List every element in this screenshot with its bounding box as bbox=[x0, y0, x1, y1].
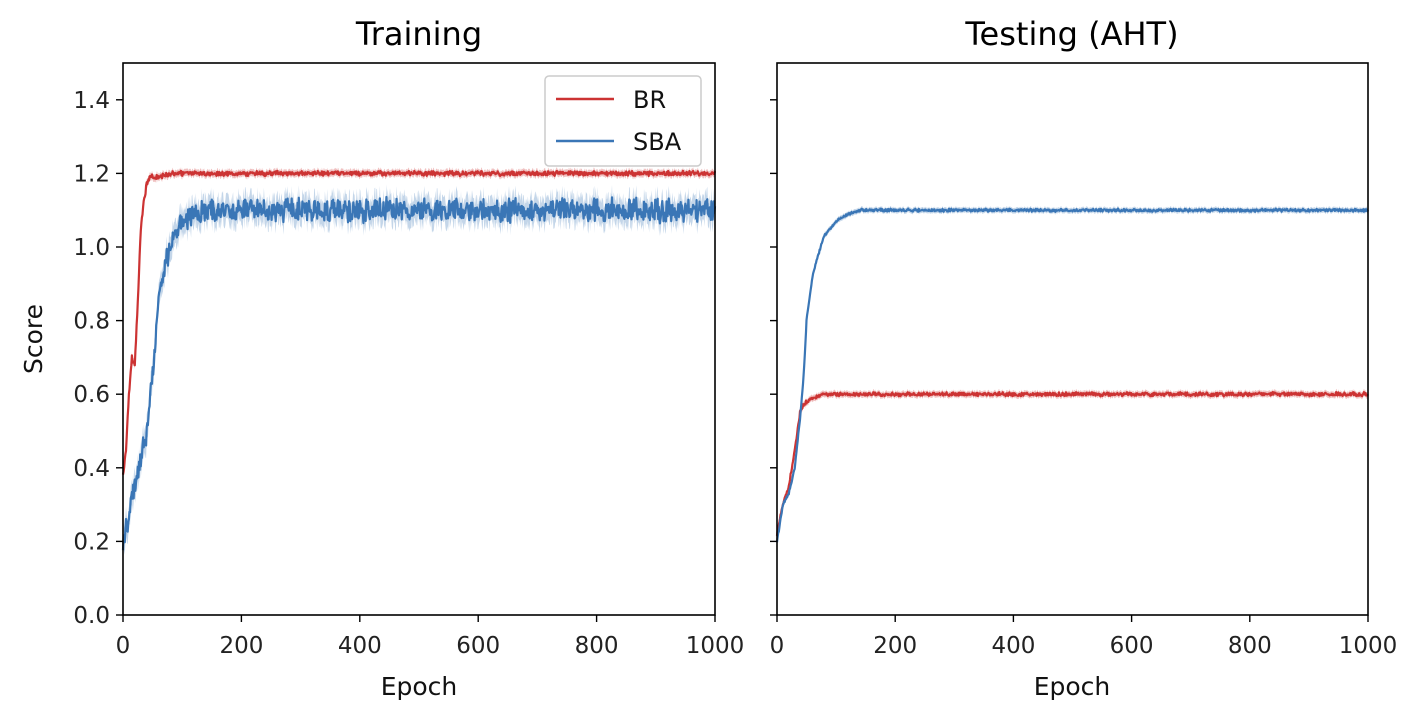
testing-title: Testing (AHT) bbox=[964, 15, 1178, 53]
testing-x-tick-label: 600 bbox=[1110, 633, 1154, 659]
testing-axes-frame bbox=[776, 62, 1369, 616]
testing-series-layer bbox=[775, 205, 1369, 545]
training-y-tick-label: 1.4 bbox=[73, 88, 110, 114]
y-axis-label: Score bbox=[19, 304, 48, 374]
training-y-tick-label: 1.2 bbox=[73, 161, 110, 187]
testing-x-ticks: 0 200 400 600 800 1000 bbox=[770, 615, 1398, 659]
training-y-tick-label: 0.8 bbox=[73, 309, 110, 335]
training-br-line bbox=[121, 169, 717, 475]
legend-label-br: BR bbox=[633, 86, 666, 114]
training-y-tick-label: 0.2 bbox=[73, 529, 110, 555]
training-series-layer bbox=[121, 167, 717, 563]
legend: BR SBA bbox=[544, 75, 702, 167]
testing-y-ticks bbox=[770, 99, 777, 616]
training-panel: Training 0 200 400 600 800 1000 0.00.20.40.60… bbox=[19, 15, 744, 701]
training-y-tick-label: 0.6 bbox=[73, 382, 110, 408]
training-y-tick-label: 0.4 bbox=[73, 456, 110, 482]
training-x-axis-label: Epoch bbox=[381, 672, 458, 701]
testing-br-line bbox=[775, 391, 1369, 537]
training-y-tick-label: 1.0 bbox=[73, 235, 110, 261]
training-x-tick-label: 800 bbox=[575, 633, 619, 659]
testing-panel: Testing (AHT) 0 200 400 600 800 1000 Epoch bbox=[770, 15, 1398, 701]
testing-br-band bbox=[777, 388, 1368, 540]
training-x-tick-label: 0 bbox=[116, 633, 131, 659]
testing-x-tick-label: 400 bbox=[991, 633, 1035, 659]
testing-x-tick-label: 0 bbox=[770, 633, 785, 659]
testing-x-tick-label: 200 bbox=[873, 633, 917, 659]
training-y-ticks: 0.0 0.2 0.4 0.6 0.8 1.0 1.2 1.4 bbox=[73, 88, 123, 629]
training-sba-band bbox=[123, 184, 715, 563]
training-x-tick-label: 200 bbox=[219, 633, 263, 659]
training-x-tick-label: 1000 bbox=[686, 633, 745, 659]
testing-sba-line bbox=[775, 207, 1369, 543]
training-sba-line bbox=[121, 195, 717, 551]
testing-x-tick-label: 800 bbox=[1228, 633, 1272, 659]
training-title: Training bbox=[355, 15, 482, 53]
testing-x-tick-label: 1000 bbox=[1339, 633, 1398, 659]
training-axes-frame bbox=[122, 62, 716, 616]
training-y-tick-label: 0.0 bbox=[73, 603, 110, 629]
training-x-ticks: 0 200 400 600 800 1000 bbox=[116, 615, 745, 659]
testing-x-axis-label: Epoch bbox=[1034, 672, 1111, 701]
testing-sba-band bbox=[777, 205, 1368, 545]
legend-label-sba: SBA bbox=[633, 128, 682, 156]
training-x-tick-label: 600 bbox=[456, 633, 500, 659]
training-x-tick-label: 400 bbox=[338, 633, 382, 659]
